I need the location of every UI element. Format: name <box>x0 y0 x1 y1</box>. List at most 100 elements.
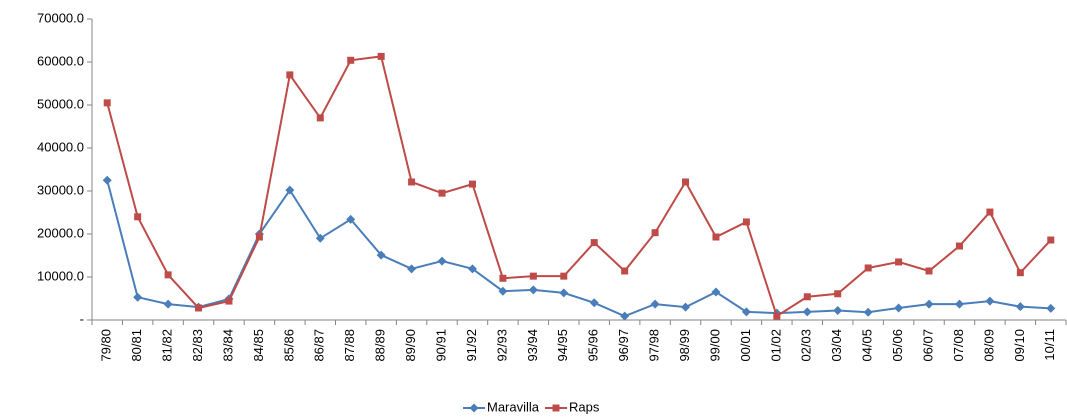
marker <box>377 52 385 60</box>
marker <box>1016 269 1024 277</box>
x-tick-label: 84/85 <box>251 329 266 362</box>
marker <box>163 299 173 309</box>
marker <box>528 285 538 295</box>
x-tick-label: 86/87 <box>312 329 327 362</box>
y-tick-label: 50000.0 <box>37 96 84 111</box>
line <box>106 179 1051 318</box>
x-tick-label: 91/92 <box>464 329 479 362</box>
marker <box>681 302 691 312</box>
marker <box>621 267 629 275</box>
x-tick-label: 94/95 <box>555 329 570 362</box>
marker <box>408 178 416 186</box>
marker <box>286 71 294 79</box>
x-tick-label: 82/83 <box>190 329 205 362</box>
marker <box>103 99 111 107</box>
legend-label: Raps <box>569 399 600 414</box>
marker <box>133 292 143 302</box>
marker <box>741 307 751 317</box>
marker <box>316 114 324 122</box>
marker <box>498 286 508 296</box>
marker <box>437 256 447 266</box>
marker <box>650 299 660 309</box>
marker <box>954 299 964 309</box>
marker <box>803 293 811 301</box>
x-tick-label: 88/89 <box>373 329 388 362</box>
marker <box>711 287 721 297</box>
marker <box>467 264 477 274</box>
x-tick-label: 79/80 <box>99 329 114 362</box>
x-tick-label: 83/84 <box>220 329 235 362</box>
x-tick-label: 00/01 <box>738 329 753 362</box>
x-tick-label: 05/06 <box>890 329 905 362</box>
x-tick-label: 08/09 <box>981 329 996 362</box>
marker <box>552 404 560 412</box>
x-tick-label: 04/05 <box>860 329 875 362</box>
marker <box>834 290 842 298</box>
x-tick-label: 90/91 <box>433 329 448 362</box>
marker <box>986 208 994 216</box>
y-tick-label: 20000.0 <box>37 225 84 240</box>
marker <box>559 288 569 298</box>
marker <box>894 303 904 313</box>
x-tick-label: 09/10 <box>1012 329 1027 362</box>
marker <box>346 214 356 224</box>
marker <box>895 258 903 266</box>
series <box>102 175 1056 321</box>
x-tick-label: 87/88 <box>342 329 357 362</box>
x-tick-label: 98/99 <box>677 329 692 362</box>
marker <box>802 307 812 317</box>
marker <box>924 299 934 309</box>
marker <box>682 178 690 186</box>
marker <box>863 307 873 317</box>
y-tick-label: - <box>80 311 84 326</box>
series <box>103 52 1055 320</box>
y-tick-label: 10000.0 <box>37 268 84 283</box>
marker <box>589 298 599 308</box>
marker <box>651 229 659 237</box>
marker <box>407 264 417 274</box>
marker <box>225 297 233 305</box>
x-tick-label: 96/97 <box>616 329 631 362</box>
marker <box>134 213 142 221</box>
y-tick-label: 70000.0 <box>37 10 84 25</box>
marker <box>376 250 386 260</box>
marker <box>347 56 355 64</box>
marker <box>833 306 843 316</box>
marker <box>1046 303 1056 313</box>
marker <box>985 296 995 306</box>
y-tick-label: 40000.0 <box>37 139 84 154</box>
marker <box>1047 236 1055 244</box>
marker <box>955 242 963 250</box>
marker <box>468 180 476 188</box>
marker <box>590 239 598 247</box>
marker <box>255 233 263 241</box>
x-tick-label: 03/04 <box>829 329 844 362</box>
x-tick-label: 99/00 <box>707 329 722 362</box>
marker <box>438 189 446 197</box>
marker <box>560 272 568 280</box>
x-tick-label: 93/94 <box>525 329 540 362</box>
x-tick-label: 81/82 <box>160 329 175 362</box>
marker <box>712 233 720 241</box>
marker <box>620 311 630 321</box>
marker <box>742 218 750 226</box>
marker <box>315 233 325 243</box>
y-tick-label: 60000.0 <box>37 53 84 68</box>
x-tick-label: 89/90 <box>403 329 418 362</box>
marker <box>102 175 112 185</box>
marker <box>499 274 507 282</box>
marker <box>469 403 479 413</box>
marker <box>195 304 203 312</box>
marker <box>164 271 172 279</box>
x-tick-label: 92/93 <box>494 329 509 362</box>
marker <box>285 185 295 195</box>
legend-label: Maravilla <box>487 399 540 414</box>
marker <box>529 272 537 280</box>
marker <box>864 264 872 272</box>
legend-item: Raps <box>545 399 600 414</box>
legend-item: Maravilla <box>463 399 540 414</box>
line <box>106 55 1052 318</box>
y-tick-label: 30000.0 <box>37 182 84 197</box>
x-tick-label: 80/81 <box>129 329 144 362</box>
